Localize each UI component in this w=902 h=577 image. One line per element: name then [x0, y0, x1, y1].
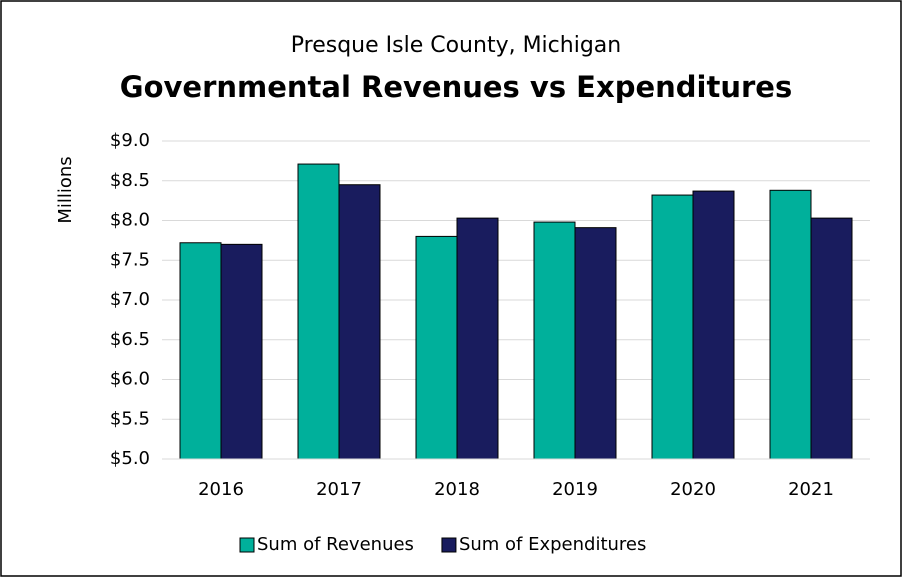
y-tick-label: $7.5: [110, 249, 150, 270]
bar: [692, 190, 735, 460]
bar: [297, 163, 340, 460]
x-tick-label: 2016: [198, 479, 244, 500]
bar: [574, 227, 617, 460]
y-tick-label: $7.0: [110, 289, 150, 310]
x-tick-label: 2021: [788, 479, 834, 500]
bar: [456, 217, 499, 460]
legend-label: Sum of Expenditures: [459, 534, 646, 555]
y-tick-label: $5.0: [110, 448, 150, 469]
bar: [810, 217, 853, 460]
legend-swatch: [239, 537, 255, 553]
x-tick-label: 2019: [552, 479, 598, 500]
y-tick-label: $8.0: [110, 210, 150, 231]
bar: [179, 242, 222, 460]
y-tick-label: $8.5: [110, 170, 150, 191]
y-tick-label: $6.5: [110, 329, 150, 350]
legend-swatch: [441, 537, 457, 553]
y-tick-label: $6.0: [110, 369, 150, 390]
chart-subtitle: Presque Isle County, Michigan: [291, 33, 621, 58]
bar: [338, 184, 381, 460]
bar: [415, 235, 458, 460]
bar: [651, 194, 694, 460]
bar: [220, 243, 263, 460]
x-tick-label: 2018: [434, 479, 480, 500]
legend-label: Sum of Revenues: [257, 534, 414, 555]
x-tick-label: 2020: [670, 479, 716, 500]
x-tick-label: 2017: [316, 479, 362, 500]
y-tick-label: $9.0: [110, 130, 150, 151]
y-axis-label: Millions: [55, 156, 76, 223]
bar: [769, 189, 812, 460]
chart-title: Governmental Revenues vs Expenditures: [120, 70, 792, 104]
y-tick-label: $5.5: [110, 408, 150, 429]
bar: [533, 221, 576, 460]
